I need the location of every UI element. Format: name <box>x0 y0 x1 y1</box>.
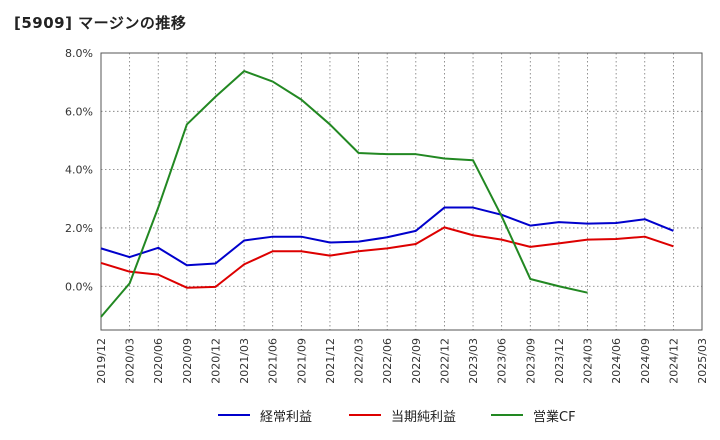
legend-item-operating-cf: 営業CF <box>491 403 576 427</box>
y-tick-label: 4.0% <box>65 164 93 177</box>
x-tick-label: 2020/12 <box>209 338 222 384</box>
x-tick-label: 2020/06 <box>152 338 165 384</box>
plot-frame <box>100 52 703 331</box>
x-tick-label: 2023/09 <box>524 338 537 384</box>
legend-swatch-net-income <box>349 414 381 416</box>
x-tick-label: 2021/09 <box>295 338 308 384</box>
x-tick-label: 2023/06 <box>496 338 509 384</box>
x-tick-label: 2021/03 <box>238 338 251 384</box>
x-tick-label: 2022/06 <box>381 338 394 384</box>
x-tick-label: 2024/09 <box>639 338 652 384</box>
x-tick-label: 2021/12 <box>324 338 337 384</box>
x-tick-label: 2019/12 <box>95 338 108 384</box>
x-tick-label: 2022/09 <box>410 338 423 384</box>
x-tick-label: 2023/03 <box>467 338 480 384</box>
y-tick-label: 6.0% <box>65 105 93 118</box>
x-tick-label: 2020/03 <box>124 338 137 384</box>
legend-label-net-income: 当期純利益 <box>391 409 457 425</box>
x-tick-label: 2021/06 <box>267 338 280 384</box>
x-tick-label: 2024/06 <box>610 338 623 384</box>
series-line-0 <box>100 206 674 267</box>
series-line-1 <box>100 226 674 289</box>
chart-title: [5909] マージンの推移 <box>14 14 187 32</box>
x-tick-label: 2023/12 <box>553 338 566 384</box>
x-tick-label: 2022/03 <box>353 338 366 384</box>
x-tick-label: 2022/12 <box>438 338 451 384</box>
legend-swatch-operating-cf <box>491 414 523 416</box>
x-tick-label: 2024/12 <box>667 338 680 384</box>
x-tick-label: 2025/03 <box>696 338 709 384</box>
legend-label-ordinary-profit: 経常利益 <box>260 409 313 425</box>
legend-item-ordinary-profit: 経常利益 <box>218 403 312 427</box>
x-tick-label: 2024/03 <box>582 338 595 384</box>
y-tick-label: 2.0% <box>65 222 93 235</box>
legend: 経常利益 当期純利益 営業CF <box>0 403 720 427</box>
y-tick-label: 0.0% <box>65 280 93 293</box>
legend-label-operating-cf: 営業CF <box>533 409 576 425</box>
y-tick-label: 8.0% <box>65 47 93 60</box>
legend-swatch-ordinary-profit <box>218 414 250 416</box>
series-line-2 <box>100 70 588 318</box>
x-tick-label: 2020/09 <box>181 338 194 384</box>
margin-line-chart: 0.0% 2.0% 4.0% 6.0% 8.0% 2019/12 2020/03 2020/0… <box>65 47 709 384</box>
legend-item-net-income: 当期純利益 <box>349 403 456 427</box>
